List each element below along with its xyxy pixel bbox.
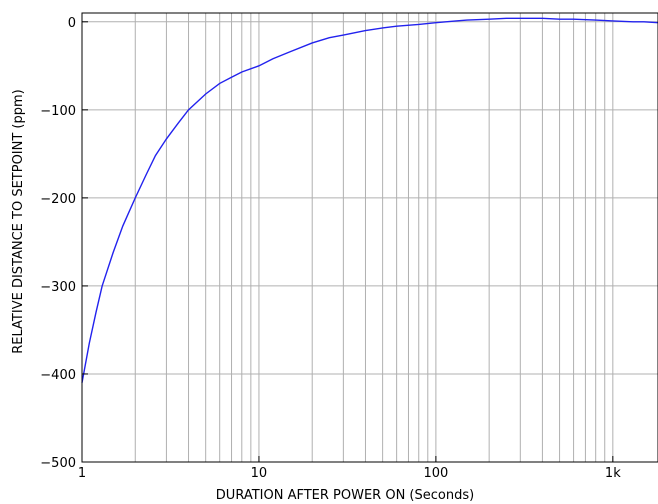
x-tick-label: 10 <box>251 466 268 481</box>
x-axis-label: DURATION AFTER POWER ON (Seconds) <box>216 488 474 503</box>
series-line <box>81 17 658 383</box>
y-axis-ticks: 0 −100 −200 −300 −400 −500 <box>40 16 88 471</box>
y-tick-label: 0 <box>68 16 76 31</box>
y-tick-label: −200 <box>40 192 76 207</box>
x-axis-ticks: 1 10 100 1k <box>78 456 621 481</box>
grid-lines <box>81 13 658 463</box>
x-tick-label: 100 <box>423 466 448 481</box>
y-tick-label: −100 <box>40 104 76 119</box>
y-tick-label: −300 <box>40 280 76 295</box>
y-tick-label: −500 <box>40 456 76 471</box>
y-axis-label: RELATIVE DISTANCE TO SETPOINT (ppm) <box>11 89 26 353</box>
x-tick-label: 1k <box>605 466 621 481</box>
x-tick-label: 1 <box>78 466 86 481</box>
plot-frame <box>81 12 658 463</box>
y-tick-label: −400 <box>40 368 76 383</box>
